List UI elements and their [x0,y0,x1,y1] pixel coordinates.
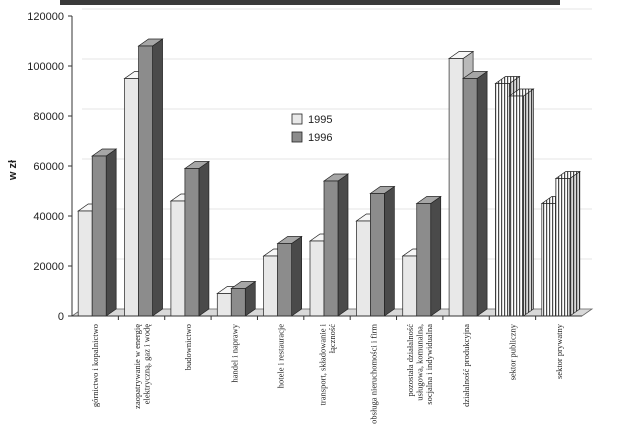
x-tick-label: zaopatrywanie w energięelektryczną, gaz … [132,324,152,409]
legend-swatch-1995 [291,113,303,125]
bar-1996 [461,70,489,317]
bar-1996-front [509,95,524,317]
bar-1995-front [309,240,325,317]
bar-1995-front [402,255,418,317]
x-tick-label: obsługa nieruchomości i firm [368,324,378,424]
bar-1996-side [152,38,163,317]
y-tick-label: 0 [58,311,64,323]
bar-1996-side [569,170,581,317]
y-tick-label: 20000 [33,261,64,273]
x-tick-label: handel i naprawy [229,323,239,382]
x-tick-label-line: górnictwo i kopalnictwo [90,324,100,407]
x-tick-label-line: sektor publiczny [507,323,517,380]
x-tick-label-line: działalność produkcyjna [461,324,471,407]
bar-1996-front [277,243,292,317]
bar-1996-side [523,88,534,317]
x-tick-label: działalność produkcyjna [461,324,471,407]
bar-1996-front [323,180,339,317]
y-tick-label: 80000 [33,111,64,123]
bar-1995-front [495,83,510,317]
x-tick-label: transport, składowanie iłączność [317,323,337,405]
x-tick-label-line: obsługa nieruchomości i firm [368,324,378,424]
x-tick-label: górnictwo i kopalnictwo [90,324,100,407]
bar-1995-front [356,220,371,317]
bar-1996-front [230,288,246,317]
bar-1995-front [541,203,557,317]
x-tick-label-line: sektor prywatny [554,323,564,379]
bar-1995-front [263,255,278,317]
bar-1995-front [448,58,464,317]
bar-1996 [276,235,303,317]
x-tick-label-line: pozostała działalność [405,324,415,397]
x-tick-label-line: usługowa, komunalna, [415,324,425,401]
bar-1996-front [91,155,107,317]
x-tick-label: pozostała działalnośćusługowa, komunalna… [405,324,434,405]
title-strip [60,0,560,5]
legend-label-1996: 1996 [308,132,332,144]
x-tick-label: sektor prywatny [554,323,564,379]
x-tick-label-line: elektryczną, gaz i wodę [141,324,151,404]
bar-1996 [369,185,396,317]
bars-group [77,38,581,317]
bar-1995-front [124,78,139,317]
y-tick-label: 120000 [27,11,64,23]
bar-1995-front [216,293,232,317]
bar-1996-front [462,78,478,317]
bar-1996-side [105,148,117,317]
bar-1996 [508,88,535,317]
x-tick-label-line: transport, składowanie i [317,323,327,405]
bar-1996 [183,160,211,317]
bar-1996-front [555,178,571,317]
bar-1996-side [291,235,302,317]
legend: 1995 1996 [291,113,332,144]
bar-1996 [137,38,164,317]
y-tick-label: 40000 [33,211,64,223]
bar-1996-front [138,45,153,317]
x-tick-label-line: handel i naprawy [229,323,239,382]
bar-1996 [91,148,118,317]
x-tick-label-line: zaopatrywanie w energię [132,324,142,409]
bar-1996 [415,195,442,317]
x-tick-label-line: budownictwo [183,324,193,370]
y-axis-label: w zł [7,160,19,181]
legend-swatch-1996 [291,131,303,143]
legend-label-1995: 1995 [308,114,332,126]
bar-1996-front [184,168,200,317]
y-tick-label: 60000 [33,161,64,173]
bar-1996-side [198,160,210,317]
x-tick-label-line: hotele i restauracje [276,324,286,388]
x-tick-label: budownictwo [183,324,193,370]
bar-1996-side [384,185,395,317]
bar-1996 [322,173,350,317]
x-tick-label: sektor publiczny [507,323,517,380]
x-axis: górnictwo i kopalnictwo zaopatrywanie w e… [72,315,582,424]
bar-1996-side [430,195,442,317]
bar-1996-front [416,203,432,317]
x-tick-label: hotele i restauracje [276,324,286,388]
bar-1996-side [337,173,349,317]
bar-1996 [230,280,257,317]
x-tick-label-line: łączność [327,324,337,353]
bar-1996 [554,170,581,317]
bar-1996-side [476,70,488,317]
bar-1996-front [370,193,385,317]
y-axis: 0 20000 40000 60000 80000 100000 120000 [27,11,73,323]
y-tick-label: 100000 [27,61,64,73]
x-tick-label-line: socjalna i indywidualna [424,324,434,405]
bar-1995-front [77,210,93,317]
bar-1995-front [170,200,186,317]
